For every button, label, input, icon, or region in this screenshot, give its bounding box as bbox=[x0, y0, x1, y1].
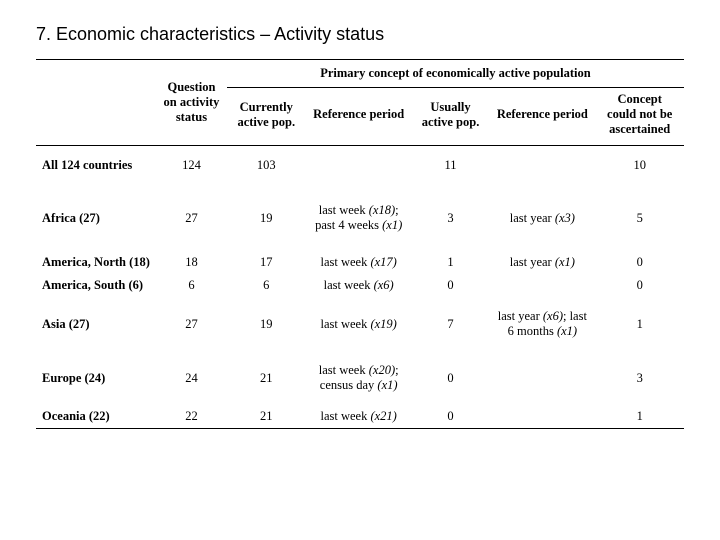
table-row: America, North (18)1817last week (x17)1l… bbox=[36, 251, 684, 274]
cell: 10 bbox=[595, 146, 684, 186]
cell: 1 bbox=[595, 405, 684, 429]
row-label: Europe (24) bbox=[36, 351, 156, 405]
row-label: Asia (27) bbox=[36, 297, 156, 351]
header-ref2: Reference period bbox=[489, 88, 595, 146]
cell: 0 bbox=[412, 351, 490, 405]
cell: 21 bbox=[227, 351, 306, 405]
cell: 7 bbox=[412, 297, 490, 351]
cell: 19 bbox=[227, 185, 306, 251]
cell: 0 bbox=[412, 274, 490, 297]
cell: last year (x6); last 6 months (x1) bbox=[489, 297, 595, 351]
table-row: America, South (6)66last week (x6)00 bbox=[36, 274, 684, 297]
cell bbox=[489, 405, 595, 429]
cell: 19 bbox=[227, 297, 306, 351]
cell: 27 bbox=[156, 185, 227, 251]
cell: 3 bbox=[412, 185, 490, 251]
cell: last week (x21) bbox=[306, 405, 412, 429]
cell: 18 bbox=[156, 251, 227, 274]
cell: 103 bbox=[227, 146, 306, 186]
row-label: America, South (6) bbox=[36, 274, 156, 297]
header-currently: Currently active pop. bbox=[227, 88, 306, 146]
cell bbox=[489, 274, 595, 297]
table-row: Europe (24)2421last week (x20); census d… bbox=[36, 351, 684, 405]
header-group: Primary concept of economically active p… bbox=[227, 60, 684, 88]
cell: 27 bbox=[156, 297, 227, 351]
header-usually: Usually active pop. bbox=[412, 88, 490, 146]
page-title: 7. Economic characteristics – Activity s… bbox=[36, 24, 684, 45]
cell: 11 bbox=[412, 146, 490, 186]
cell: last week (x6) bbox=[306, 274, 412, 297]
cell: 5 bbox=[595, 185, 684, 251]
row-label: All 124 countries bbox=[36, 146, 156, 186]
cell: last year (x1) bbox=[489, 251, 595, 274]
cell: 17 bbox=[227, 251, 306, 274]
table-row: Asia (27)2719last week (x19)7last year (… bbox=[36, 297, 684, 351]
table-row: All 124 countries124103 11 10 bbox=[36, 146, 684, 186]
cell: last week (x19) bbox=[306, 297, 412, 351]
cell: 0 bbox=[595, 274, 684, 297]
table-body: All 124 countries1241031110Africa (27)27… bbox=[36, 146, 684, 429]
header-question: Question on activity status bbox=[156, 60, 227, 146]
row-label: America, North (18) bbox=[36, 251, 156, 274]
cell: last week (x17) bbox=[306, 251, 412, 274]
table-row: Oceania (22)2221last week (x21)0 1 bbox=[36, 405, 684, 429]
cell: 22 bbox=[156, 405, 227, 429]
cell: 21 bbox=[227, 405, 306, 429]
header-ref1: Reference period bbox=[306, 88, 412, 146]
cell: 0 bbox=[595, 251, 684, 274]
table-row: Africa (27)2719last week (x18); past 4 w… bbox=[36, 185, 684, 251]
cell: last week (x20); census day (x1) bbox=[306, 351, 412, 405]
cell: last week (x18); past 4 weeks (x1) bbox=[306, 185, 412, 251]
cell: 24 bbox=[156, 351, 227, 405]
header-concept: Concept could not be ascertained bbox=[595, 88, 684, 146]
activity-status-table: Question on activity status Primary conc… bbox=[36, 59, 684, 429]
row-label: Africa (27) bbox=[36, 185, 156, 251]
cell: 1 bbox=[412, 251, 490, 274]
header-rowlabel bbox=[36, 60, 156, 146]
cell: 3 bbox=[595, 351, 684, 405]
cell: last year (x3) bbox=[489, 185, 595, 251]
cell bbox=[489, 146, 595, 186]
cell bbox=[306, 146, 412, 186]
cell: 124 bbox=[156, 146, 227, 186]
cell: 6 bbox=[227, 274, 306, 297]
cell: 0 bbox=[412, 405, 490, 429]
cell: 1 bbox=[595, 297, 684, 351]
row-label: Oceania (22) bbox=[36, 405, 156, 429]
cell bbox=[489, 351, 595, 405]
cell: 6 bbox=[156, 274, 227, 297]
